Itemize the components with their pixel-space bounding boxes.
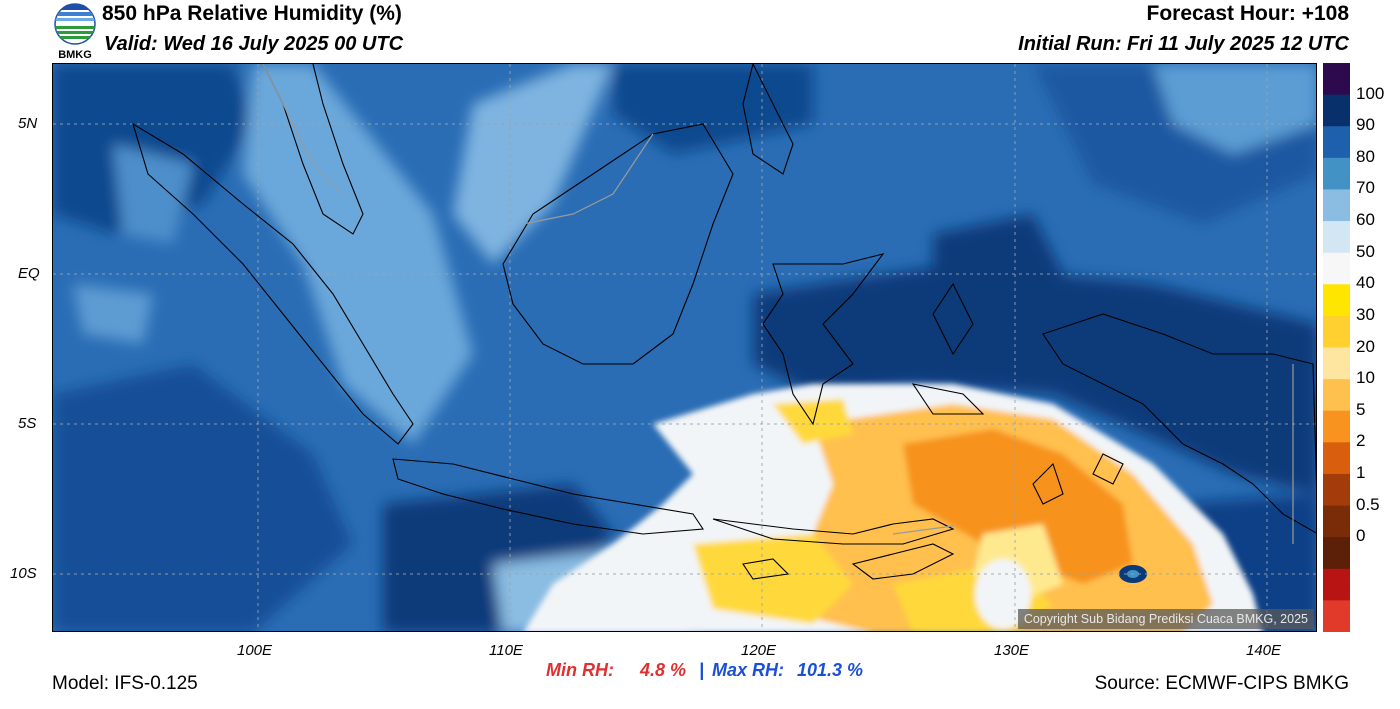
colorbar-tick-label: 60 xyxy=(1356,210,1375,230)
colorbar-tick-label: 40 xyxy=(1356,273,1375,293)
colorbar-swatch xyxy=(1323,284,1350,317)
colorbar-swatch xyxy=(1323,600,1350,633)
colorbar-tick-label: 50 xyxy=(1356,241,1375,261)
country-borders xyxy=(262,64,1294,544)
colorbar-tick-label: 30 xyxy=(1356,304,1375,324)
dry-zone xyxy=(524,384,1263,631)
colorbar-tick-label: 0.5 xyxy=(1356,494,1380,514)
lat-label-5n: 5N xyxy=(18,115,38,132)
colorbar-swatch xyxy=(1323,157,1350,190)
initial-run: Initial Run: Fri 11 July 2025 12 UTC xyxy=(1018,33,1349,55)
colorbar-tick-label: 5 xyxy=(1356,399,1366,419)
colorbar-swatch xyxy=(1323,442,1350,475)
colorbar-swatch xyxy=(1323,347,1350,380)
lon-label-100e: 100E xyxy=(237,642,273,659)
max-rh-value: 101.3 % xyxy=(797,660,864,680)
colorbar-swatch xyxy=(1323,63,1350,96)
colorbar-swatch xyxy=(1323,252,1350,285)
colorbar-tick-label: 90 xyxy=(1356,115,1375,135)
min-rh-label: Min RH: xyxy=(546,660,614,680)
lat-label-eq: EQ xyxy=(18,265,40,282)
colorbar-tick-label: 1 xyxy=(1356,462,1366,482)
lat-label-10s: 10S xyxy=(10,565,37,582)
model-info: Model: IFS-0.125 xyxy=(52,673,198,694)
colorbar-swatch xyxy=(1323,189,1350,222)
copyright-notice: Copyright Sub Bidang Prediksi Cuaca BMKG… xyxy=(1017,609,1314,629)
colorbar-swatch xyxy=(1323,410,1350,443)
colorbar-tick-label: 80 xyxy=(1356,146,1375,166)
colorbar-swatch xyxy=(1323,315,1350,348)
colorbar xyxy=(1323,63,1350,633)
min-rh-value: 4.8 % xyxy=(640,660,687,680)
lon-label-130e: 130E xyxy=(994,642,1030,659)
colorbar-swatch xyxy=(1323,505,1350,538)
lon-label-140e: 140E xyxy=(1246,642,1282,659)
lon-label-120e: 120E xyxy=(741,642,777,659)
colorbar-swatch xyxy=(1323,126,1350,159)
colorbar-tick-label: 2 xyxy=(1356,431,1366,451)
colorbar-tick-label: 10 xyxy=(1356,368,1375,388)
source-info: Source: ECMWF-CIPS BMKG xyxy=(1094,673,1349,694)
forecast-hour: Forecast Hour: +108 xyxy=(1146,2,1350,25)
colorbar-swatch xyxy=(1323,94,1350,127)
colorbar-tick-label: 0 xyxy=(1356,526,1366,546)
stats-separator: | xyxy=(699,660,705,680)
colorbar-swatch xyxy=(1323,568,1350,601)
logo-text: BMKG xyxy=(58,49,92,60)
colorbar-swatch xyxy=(1323,221,1350,254)
map-svg xyxy=(53,64,1316,631)
colorbar-svg xyxy=(1323,63,1350,633)
valid-time: Valid: Wed 16 July 2025 00 UTC xyxy=(104,33,404,55)
humidity-map: Copyright Sub Bidang Prediksi Cuaca BMKG… xyxy=(52,63,1317,632)
lat-label-5s: 5S xyxy=(18,415,37,432)
bmkg-logo: BMKG xyxy=(52,2,98,61)
colorbar-swatch xyxy=(1323,379,1350,412)
colorbar-tick-label: 70 xyxy=(1356,178,1375,198)
coastlines xyxy=(132,64,1316,580)
lon-label-110e: 110E xyxy=(489,642,523,659)
chart-title: 850 hPa Relative Humidity (%) xyxy=(102,2,402,25)
max-rh-label: Max RH: xyxy=(712,660,785,680)
colorbar-swatch xyxy=(1323,473,1350,507)
map-gridlines xyxy=(53,64,1316,631)
colorbar-tick-label: 100 xyxy=(1356,83,1385,103)
colorbar-tick-label: 20 xyxy=(1356,336,1375,356)
colorbar-swatch xyxy=(1323,537,1350,570)
